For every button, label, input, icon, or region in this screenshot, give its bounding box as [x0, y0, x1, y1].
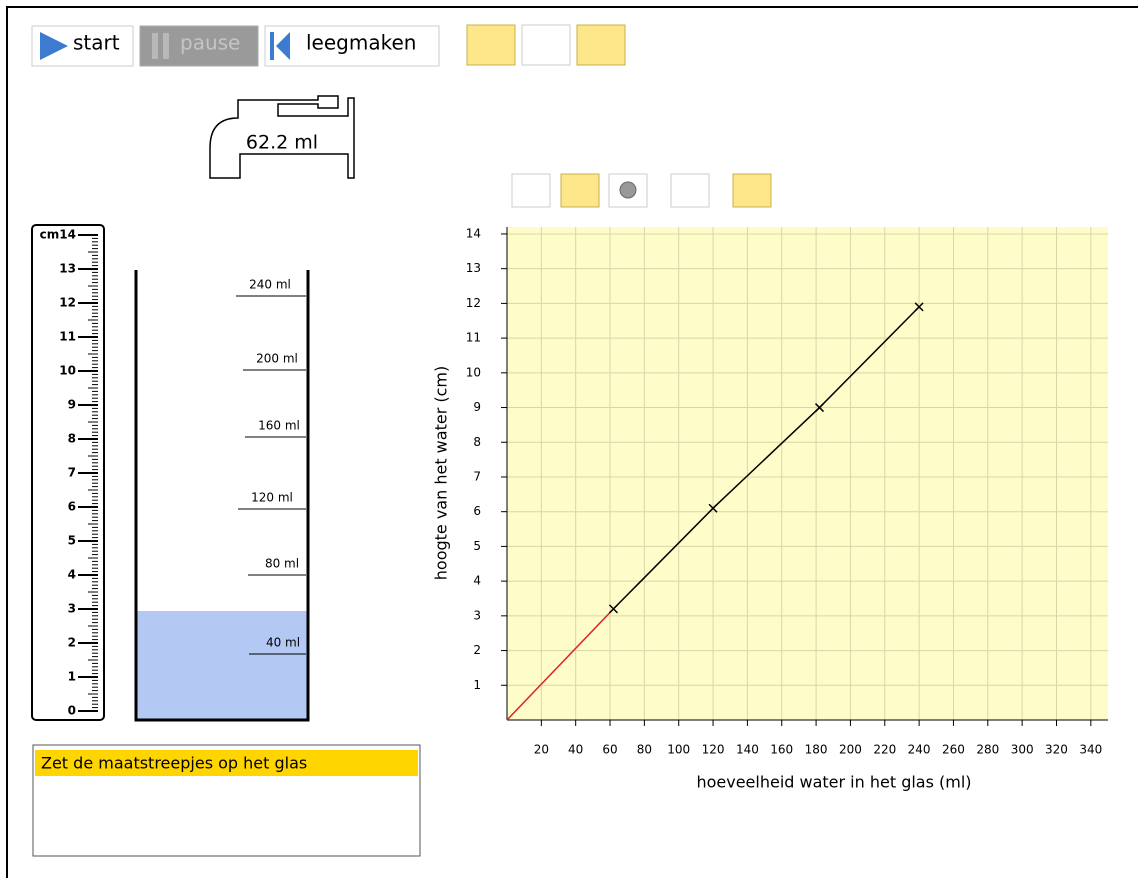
x-tick-label: 140: [736, 743, 759, 757]
y-tick-label: 10: [466, 365, 481, 379]
x-tick-label: 60: [602, 743, 617, 757]
point-icon: [619, 181, 637, 199]
y-tick-label: 4: [473, 574, 481, 588]
ruler-label: 5: [68, 534, 76, 548]
data-point: [914, 302, 924, 312]
ruler-label: 8: [68, 432, 76, 446]
frame: [6, 6, 1138, 878]
glass-mark-label: 200 ml: [256, 352, 298, 366]
plot-area: [507, 227, 1108, 720]
ruler-label: 13: [59, 262, 76, 276]
clear-label[interactable]: leegmaken: [306, 31, 416, 55]
x-tick-label: 200: [839, 743, 862, 757]
x-tick-label: 20: [534, 743, 549, 757]
ruler-label: 6: [68, 500, 76, 514]
clock-button[interactable]: [521, 24, 571, 66]
x-tick-label: 340: [1079, 743, 1102, 757]
x-axis-label: hoeveelheid water in het glas (ml): [696, 773, 971, 792]
ruler-label: 9: [68, 398, 76, 412]
tap: [209, 95, 355, 179]
start-button[interactable]: start: [31, 25, 134, 67]
x-tick-label: 120: [702, 743, 725, 757]
x-tick-label: 220: [873, 743, 896, 757]
y-tick-label: 13: [466, 261, 481, 275]
pencil-button[interactable]: [511, 173, 551, 208]
x-tick-label: 300: [1011, 743, 1034, 757]
y-tick-label: 2: [473, 643, 481, 657]
start-label[interactable]: start: [73, 31, 120, 55]
view-button[interactable]: [466, 24, 516, 66]
glass-mark-label: 160 ml: [258, 419, 300, 433]
y-tick-label: 5: [473, 539, 481, 553]
x-tick-label: 320: [1045, 743, 1068, 757]
graph-button[interactable]: [576, 24, 626, 66]
y-axis-label: hoogte van het water (cm): [432, 366, 451, 580]
start-line: [506, 608, 615, 721]
y-tick-label: 11: [466, 331, 481, 345]
x-tick-label: 280: [976, 743, 999, 757]
y-tick-label: 12: [466, 296, 481, 310]
line-button[interactable]: [560, 173, 600, 208]
x-tick-label: 180: [805, 743, 828, 757]
y-tick-label: 6: [473, 504, 481, 518]
y-tick-label: 1: [473, 678, 481, 692]
ruler-label: 7: [68, 466, 76, 480]
message-text: Zet de maatstreepjes op het glas: [41, 754, 307, 773]
clear-button[interactable]: leegmaken: [264, 25, 440, 67]
ruler-label: 4: [68, 568, 76, 582]
ruler-label: cm14: [40, 228, 76, 242]
x-tick-label: 40: [568, 743, 583, 757]
glass-mark-label: 80 ml: [265, 557, 299, 571]
x-tick-label: 100: [667, 743, 690, 757]
ruler-label: 12: [59, 296, 76, 310]
ruler-label: 1: [68, 670, 76, 684]
eraser-button[interactable]: [670, 173, 710, 208]
ruler-label: 3: [68, 602, 76, 616]
pause-button[interactable]: pause: [139, 25, 259, 67]
x-tick-label: 240: [908, 743, 931, 757]
message-header: [35, 750, 418, 776]
data-point: [814, 403, 825, 413]
data-point: [708, 503, 718, 513]
graph-tool-button[interactable]: [732, 173, 772, 208]
tap-amount: 62.2 ml: [246, 132, 318, 154]
ruler-label: 11: [59, 330, 76, 344]
x-tick-label: 260: [942, 743, 965, 757]
data-line: [612, 306, 920, 610]
y-tick-label: 7: [473, 469, 481, 483]
pause-label[interactable]: pause: [180, 31, 240, 55]
glass: [134, 270, 310, 722]
ruler: [31, 224, 105, 721]
x-tick-label: 80: [637, 743, 652, 757]
y-tick-label: 3: [473, 608, 481, 622]
glass-mark-label: 120 ml: [251, 491, 293, 505]
ruler-label: 0: [68, 704, 76, 718]
glass-mark-label: 40 ml: [266, 636, 300, 650]
data-point: [608, 604, 618, 614]
y-tick-label: 9: [473, 400, 481, 414]
ruler-label: 10: [59, 364, 76, 378]
water: [137, 611, 307, 720]
y-tick-label: 8: [473, 435, 481, 449]
glass-mark-label: 240 ml: [249, 278, 291, 292]
y-tick-label: 14: [466, 226, 481, 240]
x-tick-label: 160: [770, 743, 793, 757]
ruler-label: 2: [68, 636, 76, 650]
